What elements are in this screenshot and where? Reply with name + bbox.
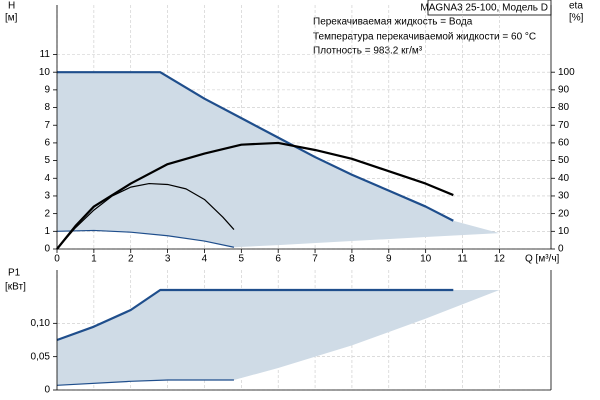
- x-tick-label: 3: [165, 254, 171, 265]
- chart-title: MAGNA3 25-100, Модель D: [420, 3, 548, 14]
- y-tick-label: 3: [44, 191, 50, 202]
- y2-tick-label: 100: [558, 67, 575, 78]
- y-tick-label: 5: [44, 155, 50, 166]
- y-tick-label: 8: [44, 102, 50, 113]
- x-tick-label: 1: [91, 254, 97, 265]
- curve: [56, 141, 454, 250]
- x-tick-label: 9: [386, 254, 392, 265]
- curve: [56, 379, 234, 386]
- area: [57, 72, 500, 248]
- y-tick-label: 1: [44, 226, 50, 237]
- y2-tick-label: 80: [558, 102, 570, 113]
- x-tick-label: 12: [494, 254, 506, 265]
- annotation: Перекачиваемая жидкость = Вода: [313, 17, 473, 28]
- y2-tick-label: 40: [558, 173, 570, 184]
- y-tick-label: 0,05: [31, 351, 51, 362]
- y2-tick-label: 10: [558, 226, 570, 237]
- x-tick-label: 6: [275, 254, 281, 265]
- x-tick-label: 11: [457, 254, 468, 265]
- y-tick-label: 0: [44, 385, 50, 396]
- y2-axis-unit: [%]: [569, 13, 584, 24]
- x-tick-label: 2: [128, 254, 134, 265]
- y-tick-label: 0,10: [31, 318, 51, 329]
- curve: [56, 182, 235, 250]
- x-tick-label: 0: [54, 254, 60, 265]
- x-axis-label: Q [м³/ч]: [525, 254, 560, 265]
- y2-axis-label: eta: [569, 1, 583, 12]
- y-axis-unit: [м]: [5, 13, 18, 24]
- curve: [56, 229, 235, 248]
- x-tick-label: 7: [312, 254, 318, 265]
- y-tick-label: 9: [44, 85, 50, 96]
- y-tick-label: 0: [44, 244, 50, 255]
- y2-tick-label: 60: [558, 138, 570, 149]
- y-tick-label: 7: [44, 120, 50, 131]
- y2-tick-label: 90: [558, 85, 570, 96]
- y2-tick-label: 30: [558, 191, 570, 202]
- y-axis-label: H: [8, 1, 15, 12]
- x-tick-label: 8: [349, 254, 355, 265]
- y-axis-label: P1: [8, 268, 21, 279]
- annotation: Плотность = 983.2 кг/м³: [313, 46, 423, 57]
- y-tick-label: 2: [44, 208, 50, 219]
- y-tick-label: 6: [44, 138, 50, 149]
- x-tick-label: 4: [202, 254, 208, 265]
- y2-tick-label: 0: [558, 244, 564, 255]
- annotation: Температура перекачиваемой жидкости = 60…: [313, 32, 536, 43]
- y2-tick-label: 20: [558, 208, 570, 219]
- y-axis-unit: [кВт]: [5, 282, 26, 293]
- y2-tick-label: 70: [558, 120, 570, 131]
- y2-tick-label: 50: [558, 155, 570, 166]
- y-tick-label: 11: [40, 49, 51, 60]
- area: [57, 290, 500, 386]
- x-tick-label: 5: [239, 254, 245, 265]
- y-tick-label: 4: [44, 173, 50, 184]
- curve: [56, 288, 454, 342]
- y-tick-label: 10: [39, 67, 51, 78]
- x-tick-label: 10: [420, 254, 432, 265]
